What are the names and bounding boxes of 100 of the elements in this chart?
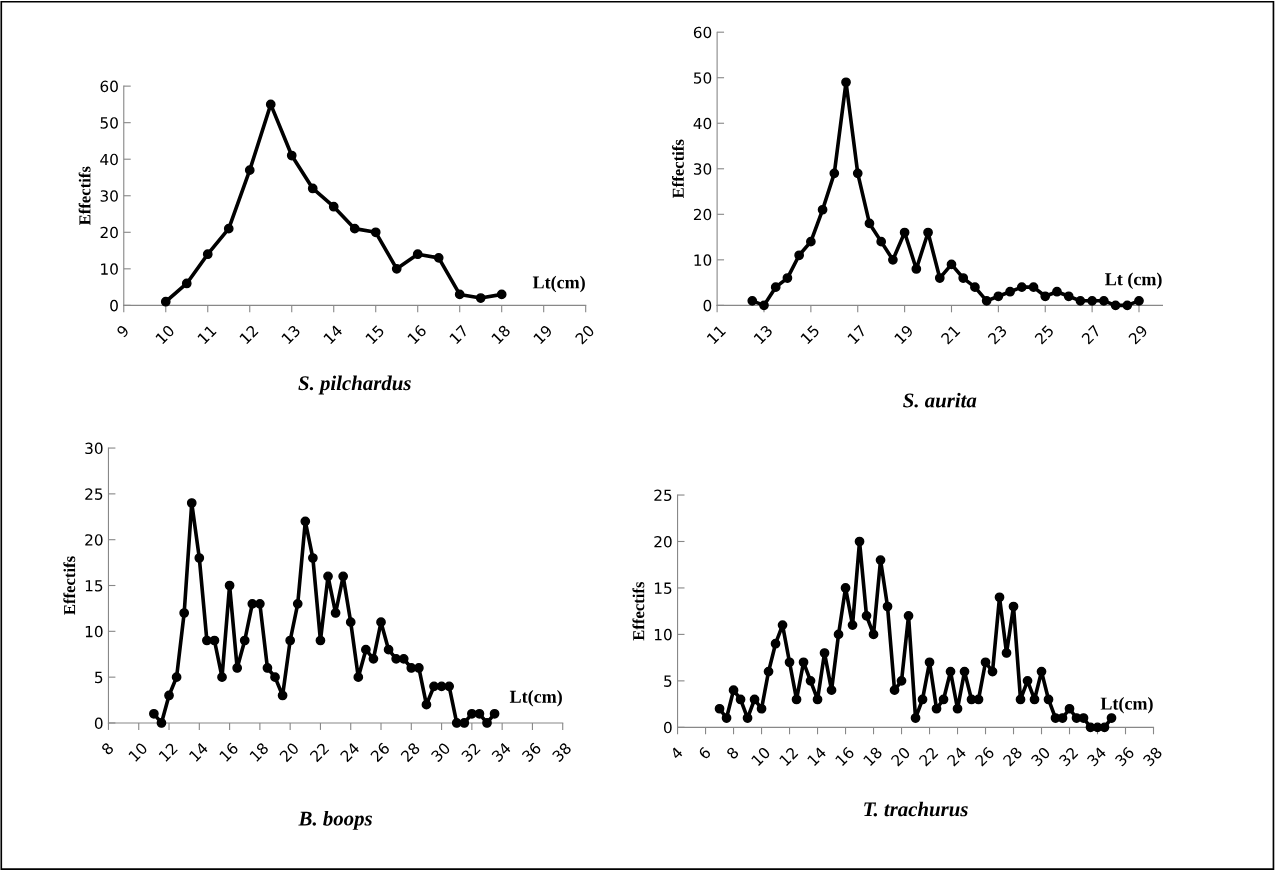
point bbox=[433, 253, 444, 263]
point bbox=[454, 289, 465, 300]
point bbox=[412, 249, 423, 260]
point bbox=[794, 250, 805, 261]
point bbox=[255, 598, 265, 609]
y-axis-title: Effectifs bbox=[63, 556, 76, 615]
x-tick-label: 30 bbox=[430, 741, 451, 763]
y-tick-label: 25 bbox=[654, 489, 672, 502]
point bbox=[861, 610, 872, 621]
point bbox=[1005, 286, 1015, 297]
point bbox=[217, 672, 227, 683]
point bbox=[307, 183, 318, 194]
x-tick-label: 23 bbox=[987, 324, 1008, 345]
y-tick-label: 50 bbox=[693, 72, 712, 84]
point bbox=[1022, 676, 1033, 686]
x-tick-label: 22 bbox=[918, 746, 939, 767]
x-tick-label: 16 bbox=[218, 741, 239, 762]
point bbox=[1063, 291, 1074, 302]
point bbox=[791, 694, 802, 705]
point bbox=[459, 718, 470, 728]
y-tick-label: 5 bbox=[95, 671, 103, 684]
y-tick-label: 25 bbox=[85, 488, 103, 500]
point bbox=[1029, 694, 1040, 705]
point bbox=[864, 218, 875, 229]
y-tick-label: 20 bbox=[100, 226, 118, 239]
point bbox=[882, 601, 893, 612]
point bbox=[1015, 694, 1026, 705]
point bbox=[917, 694, 928, 705]
point bbox=[194, 553, 205, 563]
point bbox=[987, 666, 998, 677]
x-tick-label: 28 bbox=[1002, 746, 1023, 767]
point bbox=[980, 657, 991, 668]
point bbox=[868, 629, 879, 640]
point bbox=[270, 672, 280, 683]
x-tick-label: 38 bbox=[1142, 746, 1163, 767]
y-tick-label: 15 bbox=[654, 582, 672, 594]
y-tick-label: 0 bbox=[94, 717, 103, 729]
point bbox=[349, 223, 360, 234]
y-tick-label: 40 bbox=[693, 117, 712, 130]
x-tick-label: 20 bbox=[574, 324, 595, 345]
point bbox=[475, 293, 486, 303]
point bbox=[202, 249, 213, 260]
annotation: Lt (cm) bbox=[1105, 272, 1162, 289]
x-tick-label: 6 bbox=[697, 746, 712, 760]
point bbox=[239, 635, 250, 646]
y-tick-label: 10 bbox=[101, 263, 118, 275]
y-tick-label: 10 bbox=[694, 254, 712, 266]
annotation: Lt(cm) bbox=[532, 275, 585, 293]
point bbox=[232, 663, 243, 673]
x-tick-label: 14 bbox=[188, 741, 209, 762]
point bbox=[826, 685, 837, 696]
point bbox=[1040, 291, 1051, 302]
point bbox=[160, 296, 171, 307]
x-tick-label: 12 bbox=[158, 742, 178, 762]
text: S. aurita bbox=[903, 392, 977, 408]
x-tick-label: 24 bbox=[946, 746, 967, 767]
point bbox=[770, 638, 781, 649]
point bbox=[202, 635, 212, 646]
point bbox=[482, 718, 492, 728]
point bbox=[993, 291, 1004, 302]
text: T. trachurus bbox=[864, 801, 968, 817]
x-tick-label: 9 bbox=[115, 324, 130, 338]
x-tick-label: 36 bbox=[1114, 746, 1135, 767]
point bbox=[763, 666, 774, 677]
x-tick-label: 18 bbox=[862, 746, 883, 767]
point bbox=[798, 657, 809, 668]
point bbox=[181, 278, 192, 289]
point bbox=[952, 703, 963, 714]
y-tick-label: 10 bbox=[85, 625, 103, 638]
point bbox=[841, 77, 851, 88]
point bbox=[777, 620, 788, 630]
point bbox=[496, 289, 507, 300]
x-tick-label: 12 bbox=[778, 746, 799, 767]
point bbox=[179, 608, 190, 618]
point bbox=[1043, 694, 1054, 705]
point bbox=[959, 666, 970, 677]
x-tick-label: 24 bbox=[339, 741, 360, 763]
point bbox=[994, 592, 1005, 603]
point bbox=[1087, 295, 1097, 306]
annotation: Lt(cm) bbox=[1100, 697, 1153, 714]
y-tick-label: 30 bbox=[85, 442, 103, 455]
point bbox=[931, 703, 942, 714]
x-tick-label: 36 bbox=[521, 741, 542, 763]
point bbox=[759, 300, 769, 311]
point bbox=[156, 718, 167, 728]
point bbox=[262, 663, 273, 673]
point bbox=[981, 295, 992, 306]
x-tick-label: 17 bbox=[847, 324, 867, 345]
point bbox=[361, 644, 371, 655]
point bbox=[784, 657, 795, 668]
point bbox=[876, 236, 887, 247]
point bbox=[376, 617, 386, 628]
point bbox=[315, 635, 326, 646]
point bbox=[1052, 286, 1062, 297]
point bbox=[829, 168, 840, 179]
point bbox=[910, 713, 921, 723]
x-tick-label: 10 bbox=[750, 746, 771, 767]
x-tick-label: 20 bbox=[279, 741, 300, 763]
point bbox=[323, 571, 333, 582]
point bbox=[186, 498, 197, 508]
